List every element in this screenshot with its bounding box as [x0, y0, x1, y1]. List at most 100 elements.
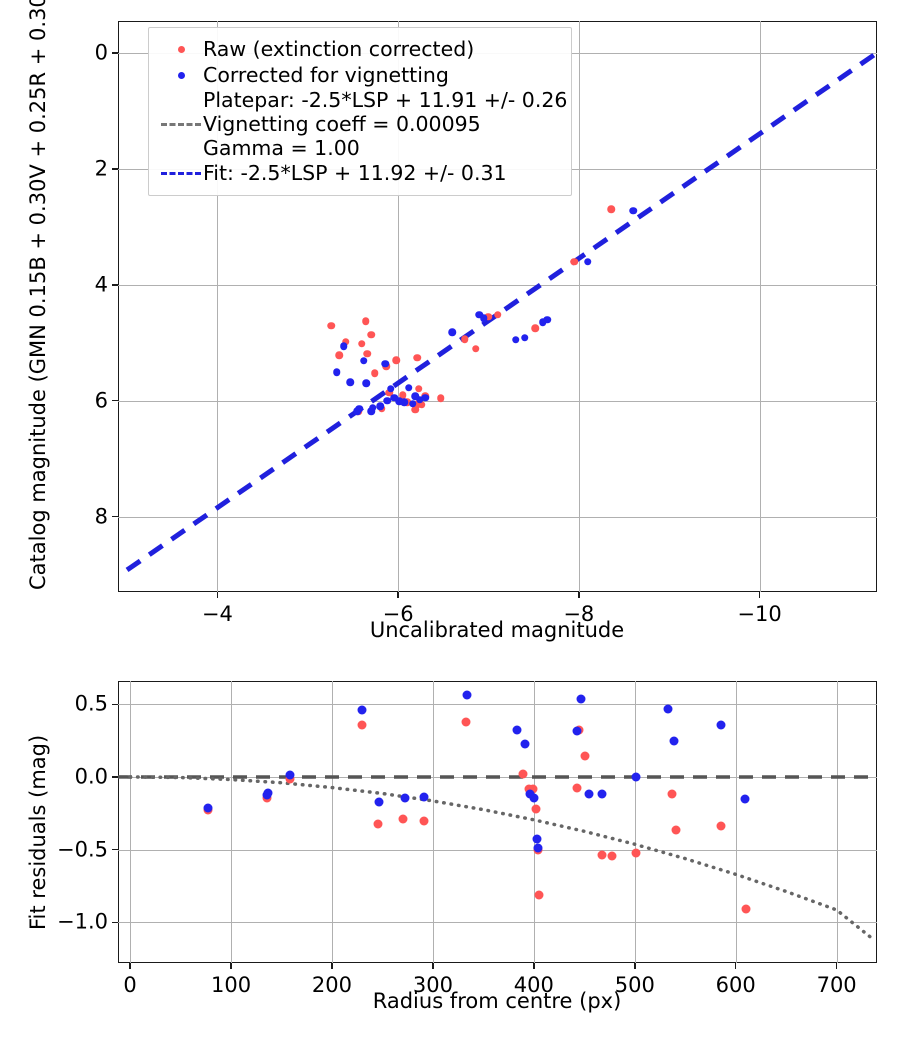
bottom-xtick	[734, 963, 737, 969]
residual-point	[741, 904, 751, 914]
residual-point	[572, 726, 582, 736]
residual-point	[572, 783, 582, 793]
residual-point	[461, 717, 471, 727]
scatter-point	[408, 399, 417, 408]
bottom-ytick-label: −0.5	[57, 837, 108, 862]
fit-line	[125, 50, 879, 573]
scatter-point	[461, 335, 469, 343]
residual-point	[263, 788, 273, 798]
scatter-point	[367, 407, 375, 415]
residual-point	[597, 789, 607, 799]
residual-point	[716, 821, 726, 831]
residual-point	[576, 694, 586, 704]
top-gridline-x	[398, 21, 400, 592]
scatter-point	[421, 394, 429, 402]
residual-point	[534, 890, 544, 900]
legend-item: Fit: -2.5*LSP + 11.92 +/- 0.31	[159, 161, 559, 187]
scatter-point	[436, 394, 445, 403]
bottom-gridline-x	[231, 681, 233, 963]
residual-point	[400, 793, 410, 803]
scatter-point	[376, 402, 384, 411]
scatter-point	[607, 205, 616, 214]
scatter-point	[392, 356, 401, 364]
scatter-point	[416, 395, 424, 404]
residual-point	[533, 843, 543, 853]
scatter-point	[370, 369, 379, 378]
residual-point	[285, 770, 295, 780]
top-xtick	[397, 592, 399, 598]
bottom-xtick	[432, 963, 434, 969]
scatter-point	[362, 379, 371, 388]
bottom-xtick	[533, 963, 535, 969]
scatter-point	[341, 337, 350, 346]
top-xtick-label: −10	[737, 602, 782, 626]
top-gridline-x	[217, 21, 219, 592]
residual-point	[398, 814, 408, 824]
scatter-point	[511, 336, 520, 344]
bottom-xtick-label: 600	[715, 973, 756, 997]
residual-point	[357, 720, 367, 730]
bottom-gridline-x	[634, 681, 636, 963]
residual-point	[671, 825, 681, 835]
scatter-point	[543, 315, 551, 324]
residual-point	[462, 690, 472, 700]
bottom-gridline-y	[118, 704, 877, 706]
bottom-ytick-label: 0.5	[74, 691, 108, 716]
top-gridline-x	[759, 21, 761, 592]
top-xtick-label: −8	[563, 602, 595, 626]
scatter-point	[475, 311, 484, 319]
top-ytick	[112, 399, 118, 402]
bottom-gridline-y	[118, 849, 877, 851]
scatter-point	[584, 257, 592, 266]
top-xtick	[578, 592, 580, 598]
scatter-point	[395, 397, 403, 406]
residual-point	[525, 789, 535, 799]
bottom-xtick-label: 700	[816, 973, 857, 997]
bottom-xtick-label: 500	[614, 973, 655, 997]
top-xaxis-title: Uncalibrated magnitude	[369, 618, 625, 642]
top-ytick-label: 4	[94, 272, 108, 297]
fit-residuals-plot	[112, 681, 877, 969]
bottom-ytick	[112, 848, 118, 851]
top-gridline-x	[578, 21, 580, 592]
scatter-point	[411, 406, 420, 414]
legend-marker-dash	[159, 172, 203, 176]
scatter-point	[415, 384, 423, 393]
top-yaxis-title: Catalog magnitude (GMN 0.15B + 0.30V + 0…	[26, 0, 50, 590]
scatter-point	[398, 391, 407, 400]
top-ytick	[112, 168, 118, 170]
bottom-gridline-x	[533, 681, 535, 963]
residual-point	[373, 819, 383, 829]
bottom-xtick	[634, 963, 636, 969]
scatter-point	[405, 384, 413, 392]
bottom-xtick-label: 200	[311, 973, 353, 997]
residual-point	[740, 794, 750, 804]
bottom-xtick-label: 400	[513, 973, 554, 997]
legend-dash-icon	[161, 122, 201, 126]
residual-point	[518, 769, 528, 779]
vignetting-curve	[128, 775, 874, 941]
scatter-point	[387, 384, 395, 393]
legend-item: Raw (extinction corrected)	[159, 36, 559, 62]
residual-point	[631, 772, 641, 782]
scatter-point	[346, 378, 354, 386]
top-gridline-y	[118, 516, 877, 518]
legend-marker-dot	[159, 71, 203, 79]
residual-point	[667, 789, 677, 799]
scatter-point	[361, 317, 370, 326]
scatter-point	[531, 324, 540, 332]
residual-point	[669, 736, 679, 746]
scatter-point	[413, 354, 421, 362]
residual-point	[357, 705, 367, 715]
top-ytick-label: 6	[94, 388, 108, 413]
bottom-xtick-label: 300	[412, 973, 453, 997]
scatter-point	[480, 314, 488, 323]
residual-point	[584, 789, 594, 799]
scatter-point	[327, 322, 335, 330]
scatter-point	[385, 388, 393, 397]
residual-point	[520, 739, 530, 749]
bottom-ytick-label: 0.0	[74, 764, 108, 789]
top-xtick-label: −4	[201, 602, 233, 626]
bottom-gridline-x	[836, 681, 838, 963]
